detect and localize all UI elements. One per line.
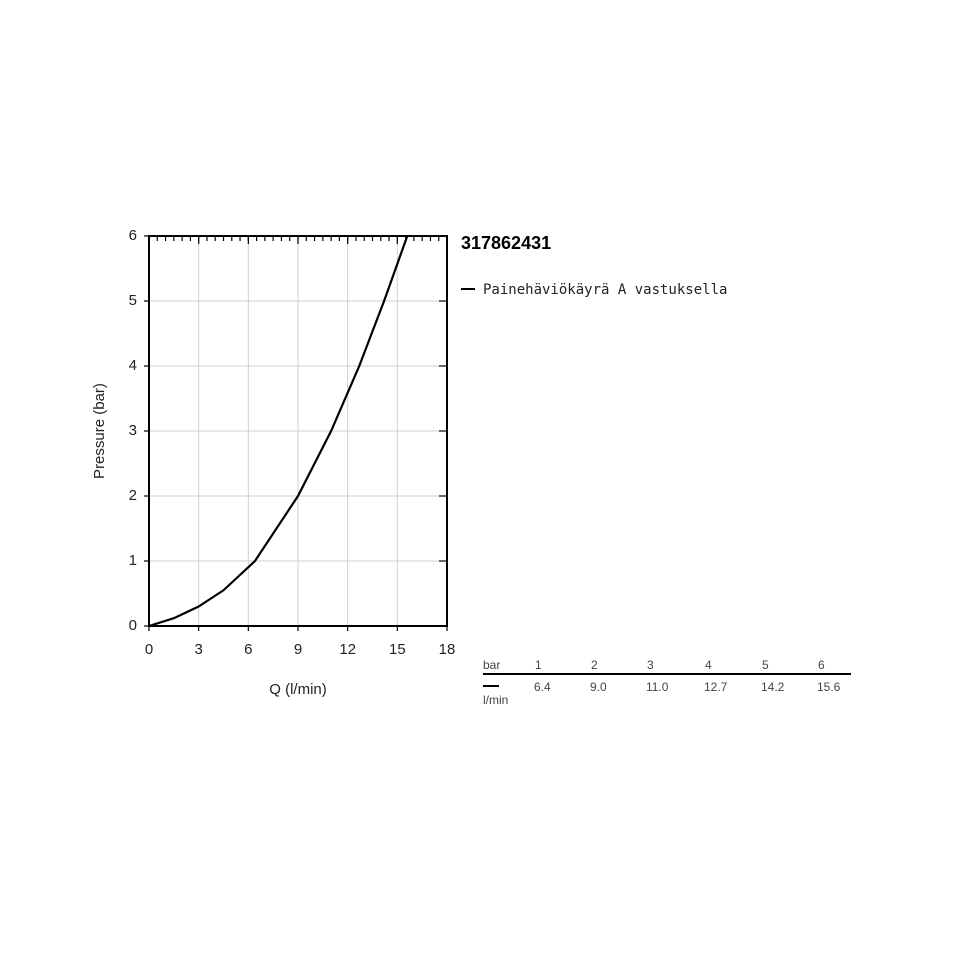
y-tick-label: 2	[129, 487, 137, 504]
x-tick-label: 9	[294, 641, 302, 658]
table-header-cell: 5	[762, 658, 769, 672]
table-cell: 15.6	[817, 680, 841, 694]
table-cell: 11.0	[646, 680, 669, 694]
plot-frame	[148, 235, 448, 627]
series-line	[148, 235, 409, 628]
x-axis-label: Q (l/min)	[269, 681, 327, 698]
y-tick-label: 5	[129, 292, 137, 309]
x-tick-label: 15	[389, 641, 406, 658]
table-header-cell: 1	[535, 658, 542, 672]
x-tick-label: 0	[145, 641, 153, 658]
table-cell: 12.7	[704, 680, 728, 694]
table-header-cell: 2	[591, 658, 598, 672]
table-unit: l/min	[483, 693, 508, 707]
table-header-cell: bar	[483, 658, 500, 672]
y-tick-label: 0	[129, 617, 137, 634]
table-header-cell: 4	[705, 658, 712, 672]
table-cell: 9.0	[590, 680, 607, 694]
table-header-cell: 3	[647, 658, 654, 672]
table-cell: 6.4	[534, 680, 551, 694]
chart-title: 317862431	[461, 233, 551, 253]
table-cell: 14.2	[761, 680, 785, 694]
x-tick-label: 12	[339, 641, 356, 658]
y-tick-label: 1	[129, 552, 137, 569]
y-tick-label: 6	[129, 227, 137, 244]
x-tick-label: 6	[244, 641, 252, 658]
legend-label: Painehäviökäyrä A vastuksella	[483, 282, 727, 298]
x-tick-label: 3	[194, 641, 202, 658]
x-tick-label: 18	[439, 641, 456, 658]
table-header-cell: 6	[818, 658, 825, 672]
y-axis-label: Pressure (bar)	[91, 383, 108, 479]
y-tick-label: 3	[129, 422, 137, 439]
y-tick-label: 4	[129, 357, 137, 374]
